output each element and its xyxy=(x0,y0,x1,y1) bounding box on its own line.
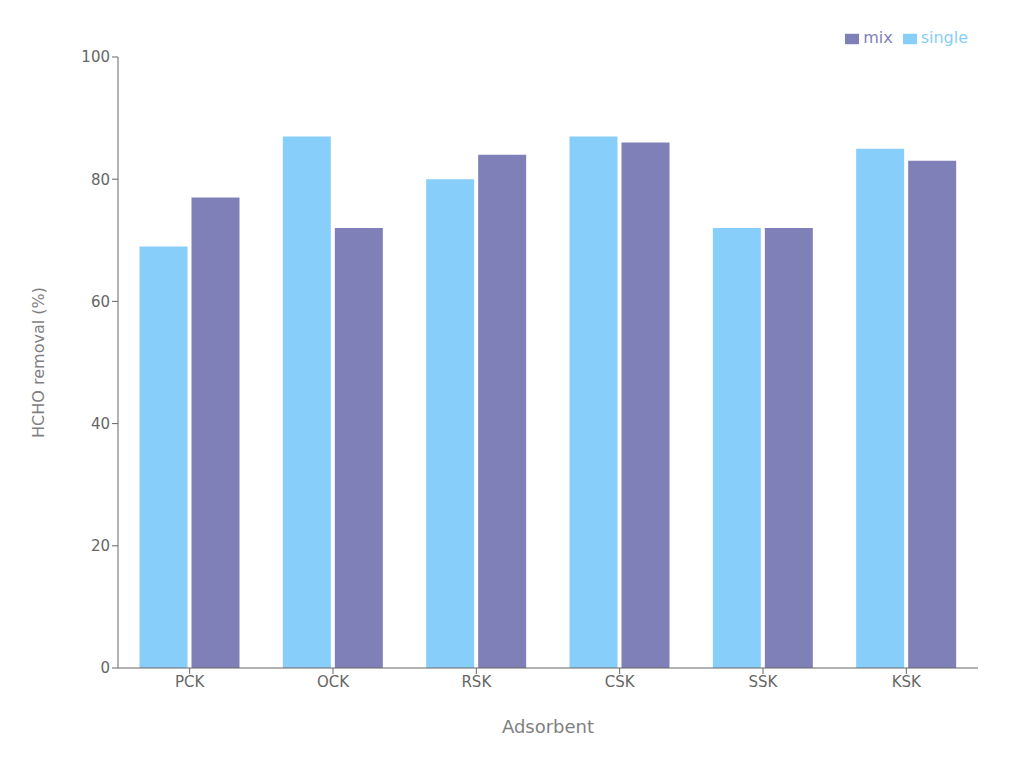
html-text:single: single xyxy=(920,28,968,47)
html-text:mix: mix xyxy=(863,28,893,47)
svg-text:PCK: PCK xyxy=(175,673,206,691)
svg-text:OCK: OCK xyxy=(317,673,350,691)
svg-text:0: 0 xyxy=(100,659,110,677)
svg-text:RSK: RSK xyxy=(461,673,492,691)
svg-text:20: 20 xyxy=(91,537,110,555)
svg-text:CSK: CSK xyxy=(605,673,636,691)
svg-text:40: 40 xyxy=(91,415,110,433)
svg-text:HCHO removal (%): HCHO removal (%) xyxy=(29,287,48,438)
svg-text:60: 60 xyxy=(91,293,110,311)
svg-text:KSK: KSK xyxy=(892,673,922,691)
svg-text:Adsorbent: Adsorbent xyxy=(502,716,594,737)
svg-text:SSK: SSK xyxy=(749,673,779,691)
svg-text:100: 100 xyxy=(81,48,110,66)
svg-text:80: 80 xyxy=(91,171,110,189)
